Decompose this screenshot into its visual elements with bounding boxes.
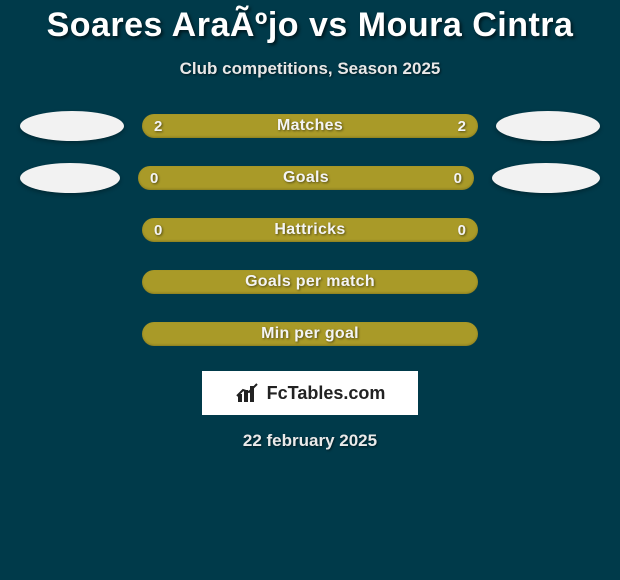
stat-label: Min per goal (261, 325, 359, 343)
stat-right-value: 0 (454, 166, 462, 190)
stat-right-value: 2 (458, 114, 466, 138)
stat-left-value: 0 (150, 166, 158, 190)
stat-row: Goals per match (0, 267, 620, 297)
stat-bar: 2 Matches 2 (142, 114, 478, 138)
stat-left-value: 0 (154, 218, 162, 242)
right-cloud-icon (492, 163, 600, 193)
cloud-spacer (20, 267, 124, 297)
logo-brand-bold: Fc (267, 383, 288, 403)
stat-bar: Goals per match (142, 270, 478, 294)
stat-row: 0 Hattricks 0 (0, 215, 620, 245)
stat-right-value: 0 (458, 218, 466, 242)
cloud-spacer (496, 267, 600, 297)
left-cloud-icon (20, 111, 124, 141)
stats-rows: 2 Matches 2 0 Goals 0 0 Hattricks 0 (0, 111, 620, 349)
logo-text: FcTables.com (267, 383, 386, 404)
stat-bar: 0 Goals 0 (138, 166, 474, 190)
stat-label: Goals (283, 169, 329, 187)
stat-left-value: 2 (154, 114, 162, 138)
stat-bar: Min per goal (142, 322, 478, 346)
date-label: 22 february 2025 (0, 431, 620, 451)
logo-brand-rest: Tables.com (288, 383, 386, 403)
stat-row: Min per goal (0, 319, 620, 349)
cloud-spacer (20, 215, 124, 245)
stat-bar: 0 Hattricks 0 (142, 218, 478, 242)
stat-row: 0 Goals 0 (0, 163, 620, 193)
left-cloud-icon (20, 163, 120, 193)
page-title: Soares AraÃºjo vs Moura Cintra (0, 6, 620, 45)
stat-label: Matches (277, 117, 343, 135)
page-subtitle: Club competitions, Season 2025 (0, 59, 620, 79)
stat-row: 2 Matches 2 (0, 111, 620, 141)
cloud-spacer (496, 215, 600, 245)
chart-icon (235, 382, 261, 404)
right-cloud-icon (496, 111, 600, 141)
logo-box: FcTables.com (202, 371, 418, 415)
cloud-spacer (20, 319, 124, 349)
stat-label: Goals per match (245, 273, 375, 291)
stat-label: Hattricks (274, 221, 345, 239)
cloud-spacer (496, 319, 600, 349)
